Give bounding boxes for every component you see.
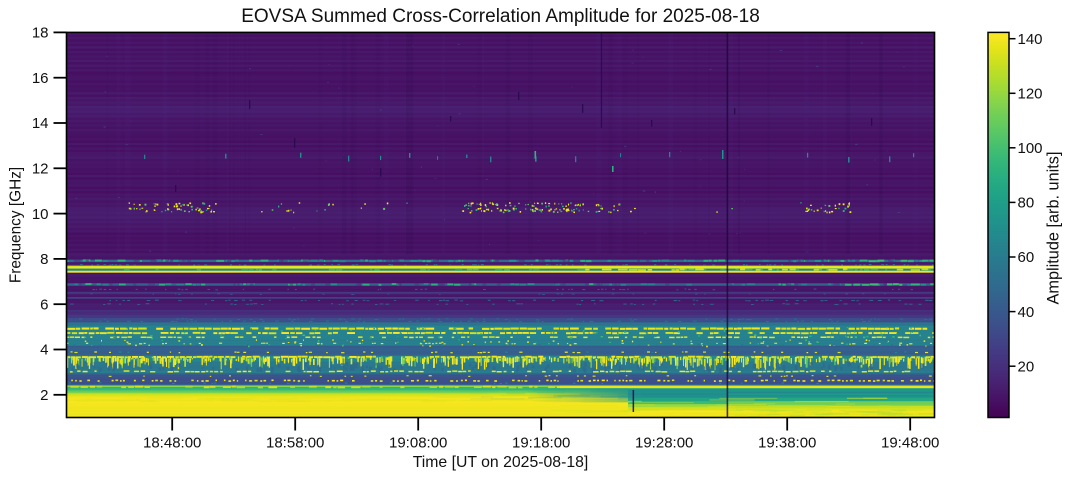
svg-text:140: 140 — [1018, 31, 1043, 48]
svg-text:18: 18 — [32, 25, 49, 42]
svg-text:12: 12 — [32, 161, 49, 178]
svg-text:Time [UT on 2025-08-18]: Time [UT on 2025-08-18] — [413, 454, 589, 471]
svg-text:20: 20 — [1018, 358, 1035, 375]
svg-text:120: 120 — [1018, 86, 1043, 103]
svg-text:10: 10 — [32, 206, 49, 223]
svg-text:18:48:00: 18:48:00 — [143, 435, 201, 452]
svg-text:19:38:00: 19:38:00 — [758, 435, 816, 452]
svg-text:2: 2 — [40, 387, 48, 404]
svg-text:19:18:00: 19:18:00 — [512, 435, 570, 452]
svg-text:60: 60 — [1018, 249, 1035, 266]
svg-text:19:08:00: 19:08:00 — [389, 435, 447, 452]
svg-text:40: 40 — [1018, 304, 1035, 321]
svg-text:18:58:00: 18:58:00 — [266, 435, 324, 452]
svg-text:EOVSA Summed Cross-Correlation: EOVSA Summed Cross-Correlation Amplitude… — [241, 6, 760, 27]
svg-text:Frequency [GHz]: Frequency [GHz] — [7, 167, 24, 283]
svg-text:14: 14 — [32, 115, 49, 132]
svg-text:19:48:00: 19:48:00 — [881, 435, 939, 452]
svg-text:6: 6 — [40, 296, 48, 313]
svg-text:19:28:00: 19:28:00 — [635, 435, 693, 452]
svg-text:100: 100 — [1018, 140, 1043, 157]
svg-text:16: 16 — [32, 70, 49, 87]
svg-text:Amplitude [arb. units]: Amplitude [arb. units] — [1044, 152, 1062, 305]
svg-text:4: 4 — [40, 342, 48, 359]
svg-text:8: 8 — [40, 251, 48, 268]
svg-text:80: 80 — [1018, 195, 1035, 212]
